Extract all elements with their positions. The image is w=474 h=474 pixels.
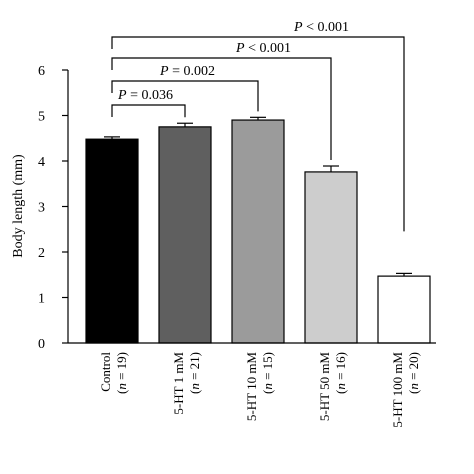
y-tick-label-6: 6 <box>38 64 45 79</box>
significance-bracket-0 <box>111 104 186 118</box>
bar-1 <box>158 126 212 344</box>
x-tick-label-4: 5-HT 100 mM <box>390 352 405 428</box>
y-ticks: 0 1 2 3 4 5 6 <box>38 64 68 352</box>
y-axis-label: Body length (mm) <box>11 154 26 258</box>
x-tick-label-1: 5-HT 1 mM <box>171 352 186 415</box>
y-tick-label-0: 0 <box>38 337 45 352</box>
y-tick-label-5: 5 <box>38 110 45 125</box>
bar-3 <box>304 171 358 344</box>
significance-bracket-3 <box>111 36 405 232</box>
p-value-label-3: P < 0.001 <box>293 20 349 35</box>
y-tick-label-3: 3 <box>38 201 45 216</box>
y-tick-label-2: 2 <box>38 246 45 261</box>
x-tick-label-n-3: (n = 16) <box>333 352 348 394</box>
x-tick-label-n-1: (n = 21) <box>187 352 202 394</box>
y-tick-label-4: 4 <box>38 155 45 170</box>
x-tick-label-0: Control <box>98 352 113 392</box>
x-tick-label-n-0: (n = 19) <box>114 352 129 394</box>
x-tick-labels: Control(n = 19) 5-HT 1 mM (n = 21) 5-HT 10 … <box>98 352 421 428</box>
p-value-label-0: P = 0.036 <box>117 88 173 103</box>
bar-2 <box>231 119 285 344</box>
y-tick-label-1: 1 <box>38 292 45 307</box>
x-tick-label-n-2: (n = 15) <box>260 352 275 394</box>
bars <box>85 116 431 344</box>
bar-0 <box>85 138 139 344</box>
x-tick-label-n-4: (n = 20) <box>406 352 421 394</box>
p-value-label-1: P = 0.002 <box>159 64 215 79</box>
x-tick-label-3: 5-HT 50 mM <box>317 352 332 422</box>
bar-4 <box>377 275 431 344</box>
p-value-label-2: P < 0.001 <box>235 41 291 56</box>
x-tick-label-2: 5-HT 10 mM <box>244 352 259 422</box>
significance-bracket-2 <box>111 57 332 161</box>
significance-bracket-1 <box>111 80 259 112</box>
